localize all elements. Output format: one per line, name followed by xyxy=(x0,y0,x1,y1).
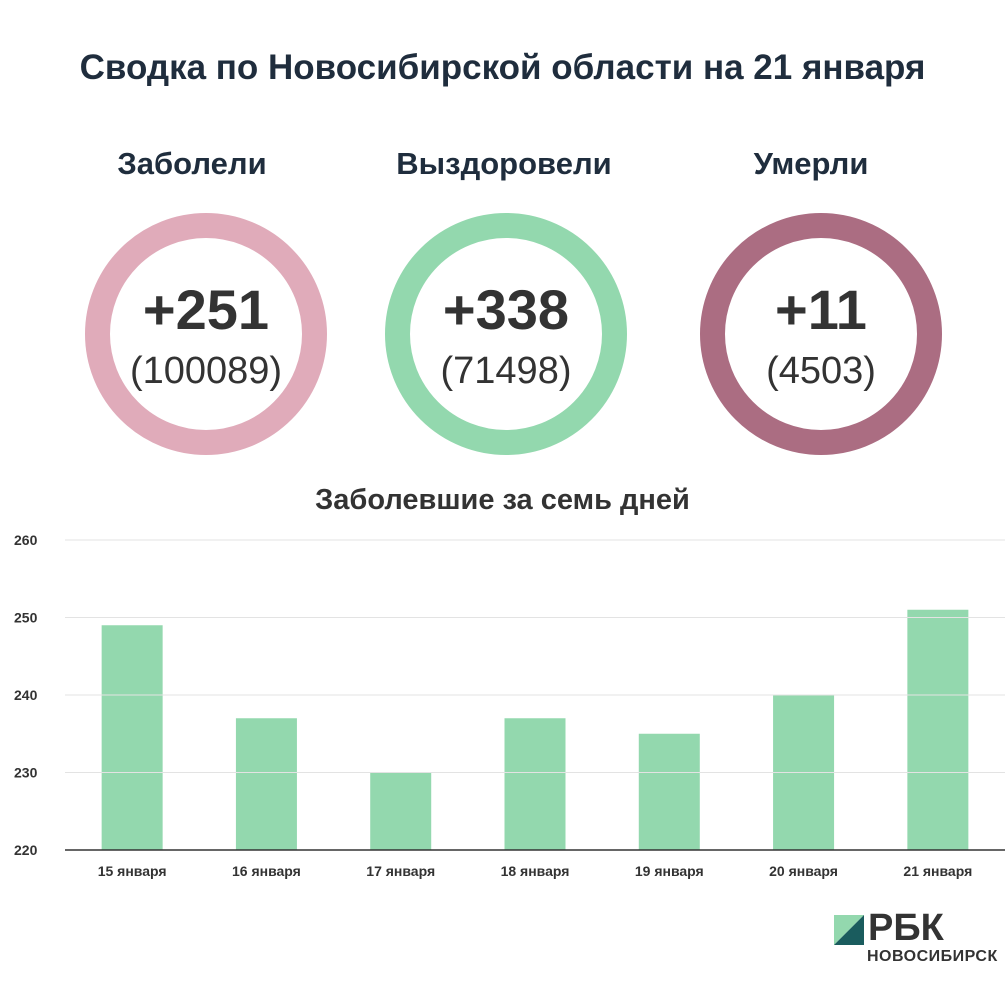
stat-ring-recovered: +338 (71498) xyxy=(385,213,627,455)
x-tick-label: 17 января xyxy=(366,863,435,879)
bar xyxy=(907,609,969,850)
logo-region: НОВОСИБИРСК xyxy=(867,948,998,965)
bar xyxy=(638,733,700,850)
stat-delta-recovered: +338 xyxy=(442,278,570,341)
x-tick-label: 21 января xyxy=(903,863,972,879)
rbc-logo: РБК НОВОСИБИРСК xyxy=(834,909,998,969)
x-tick-label: 16 января xyxy=(232,863,301,879)
stat-total-recovered: (71498) xyxy=(440,350,572,392)
y-tick-label: 260 xyxy=(14,532,38,548)
x-tick-label: 19 января xyxy=(635,863,704,879)
stat-delta-deaths: +11 xyxy=(775,278,867,341)
bar-chart: 220 230 240 250 260 15 января 16 января 17 янва… xyxy=(14,532,1005,879)
page-title: Сводка по Новосибирской области на 21 ян… xyxy=(79,48,926,87)
stat-label-deaths: Умерли xyxy=(753,146,869,181)
stat-label-recovered: Выздоровели xyxy=(396,146,612,181)
stat-label-infected: Заболели xyxy=(117,146,267,181)
x-tick-label: 18 января xyxy=(501,863,570,879)
y-tick-label: 230 xyxy=(14,765,38,781)
y-tick-label: 220 xyxy=(14,842,38,858)
rbc-logo-icon xyxy=(834,915,864,945)
stat-total-deaths: (4503) xyxy=(766,350,876,392)
stat-ring-infected: +251 (100089) xyxy=(85,213,327,455)
bar xyxy=(235,718,297,850)
bar xyxy=(370,772,432,850)
bar xyxy=(504,718,566,850)
x-tick-label: 20 января xyxy=(769,863,838,879)
stat-ring-deaths: +11 (4503) xyxy=(700,213,942,455)
stat-total-infected: (100089) xyxy=(129,350,283,392)
bar xyxy=(101,625,163,850)
y-tick-label: 250 xyxy=(14,610,38,626)
logo-brand: РБК xyxy=(868,907,944,949)
stat-delta-infected: +251 xyxy=(142,278,270,341)
x-tick-label: 15 января xyxy=(98,863,167,879)
y-tick-label: 240 xyxy=(14,687,38,703)
chart-title: Заболевшие за семь дней xyxy=(315,484,690,516)
